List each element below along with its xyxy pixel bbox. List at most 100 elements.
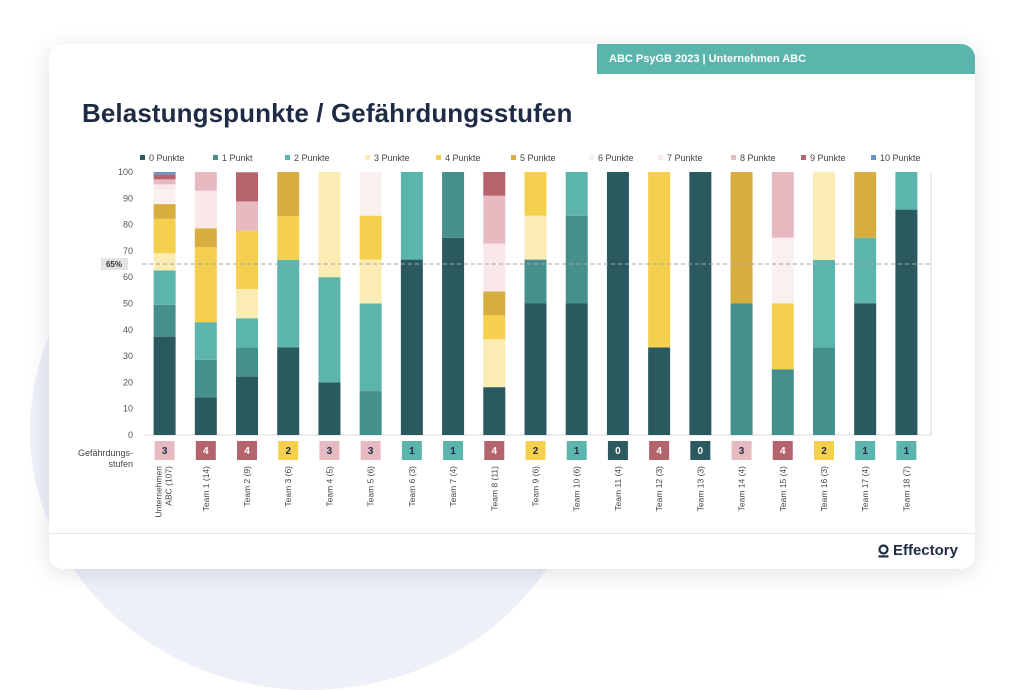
bar-segment — [318, 277, 341, 383]
category-label: Team 14 (4) — [737, 466, 747, 512]
bar-segment — [277, 215, 300, 260]
level-row-label-line1: Gefährdungs- — [78, 448, 133, 458]
bar-segment — [194, 172, 217, 191]
level-badge-value: 4 — [780, 446, 786, 457]
effectory-logo: Effectory — [877, 542, 958, 559]
logo-text: Effectory — [892, 542, 958, 559]
legend-swatch — [285, 155, 290, 160]
legend-swatch — [801, 155, 806, 160]
level-badge — [772, 441, 793, 460]
bar-segment — [277, 172, 300, 216]
level-badge-value: 4 — [492, 446, 498, 457]
level-badge — [237, 441, 258, 460]
bar-segment — [194, 359, 217, 398]
bar-segment — [318, 172, 341, 278]
level-badge-value: 0 — [698, 446, 704, 457]
level-badge-value: 3 — [162, 446, 168, 457]
bar-segment — [648, 347, 671, 435]
bar-segment — [895, 209, 918, 435]
bar-segment — [483, 315, 506, 340]
level-badge — [484, 441, 505, 460]
bar-segment — [400, 172, 423, 260]
legend-label: 1 Punkt — [222, 153, 253, 163]
bar-segment — [318, 382, 341, 435]
bar-segment — [524, 303, 547, 435]
level-badge-value: 1 — [904, 446, 910, 457]
level-badge — [195, 441, 216, 460]
legend-swatch — [589, 155, 594, 160]
level-badge — [649, 441, 670, 460]
bar-segment — [153, 184, 176, 190]
y-tick-label: 70 — [123, 246, 133, 256]
bar-segment — [153, 172, 176, 175]
category-label: Team 9 (6) — [531, 466, 541, 507]
y-tick-label: 40 — [123, 325, 133, 335]
level-badge — [319, 441, 340, 460]
slide-card: ABC PsyGB 2023 | Unternehmen ABC Belastu… — [49, 44, 975, 569]
bar-segment — [153, 189, 176, 205]
category-label: Team 3 (6) — [283, 466, 293, 507]
effectory-logo-icon — [878, 543, 889, 557]
level-badge-value: 1 — [862, 446, 868, 457]
level-badge-value: 3 — [739, 446, 745, 457]
bar-segment — [565, 172, 588, 216]
category-label: Team 8 (11) — [489, 466, 499, 511]
level-badge-value: 1 — [409, 446, 415, 457]
bar-segment — [236, 201, 259, 231]
level-badge — [360, 441, 381, 460]
bar-segment — [483, 195, 506, 244]
level-badge — [813, 441, 834, 460]
bar-segment — [194, 228, 217, 247]
bar-segment — [812, 347, 835, 435]
bar-segment — [565, 215, 588, 304]
bar-segment — [153, 179, 176, 185]
bar-segment — [854, 237, 877, 304]
bar-segment — [194, 397, 217, 435]
bar-segment — [854, 172, 877, 238]
category-label: Team 18 (7) — [901, 466, 911, 512]
level-badge-value: 2 — [821, 446, 827, 457]
bar-segment — [153, 270, 176, 305]
legend-swatch — [731, 155, 736, 160]
bar-segment — [606, 172, 629, 435]
level-badge-value: 4 — [656, 446, 662, 457]
level-badge — [607, 441, 628, 460]
legend-swatch — [436, 155, 441, 160]
bar-segment — [442, 237, 465, 435]
bar-segment — [359, 259, 382, 304]
level-badge — [731, 441, 752, 460]
bar-segment — [153, 253, 176, 271]
report-banner: ABC PsyGB 2023 | Unternehmen ABC — [597, 44, 975, 74]
bar-segment — [565, 303, 588, 435]
bar-segment — [771, 303, 794, 370]
bar-segment — [194, 322, 217, 360]
category-label: Team 6 (3) — [407, 466, 417, 507]
level-badge — [443, 441, 464, 460]
legend-label: 5 Punkte — [520, 153, 556, 163]
bar-segment — [812, 259, 835, 348]
bar-segment — [524, 215, 547, 260]
bar-segment — [812, 172, 835, 260]
legend-swatch — [511, 155, 516, 160]
y-tick-label: 60 — [123, 272, 133, 282]
bar-segment — [277, 259, 300, 348]
level-badge — [525, 441, 546, 460]
bar-segment — [442, 172, 465, 238]
category-label: Team 15 (4) — [778, 466, 788, 512]
legend-swatch — [365, 155, 370, 160]
bar-segment — [153, 204, 176, 219]
bar-segment — [236, 172, 259, 202]
y-tick-label: 50 — [123, 299, 133, 309]
legend-swatch — [140, 155, 145, 160]
category-label: Team 17 (4) — [860, 466, 870, 512]
bar-segment — [236, 376, 259, 435]
y-tick-label: 30 — [123, 351, 133, 361]
legend-label: 7 Punkte — [667, 153, 703, 163]
category-label-line1: Unternehmen — [154, 466, 164, 518]
level-badge-value: 3 — [368, 446, 374, 457]
bar-segment — [730, 303, 753, 435]
bar-segment — [689, 172, 712, 435]
bar-segment — [895, 172, 918, 210]
page-title: Belastungspunkte / Gefährdungsstufen — [82, 98, 573, 128]
bar-segment — [194, 246, 217, 323]
